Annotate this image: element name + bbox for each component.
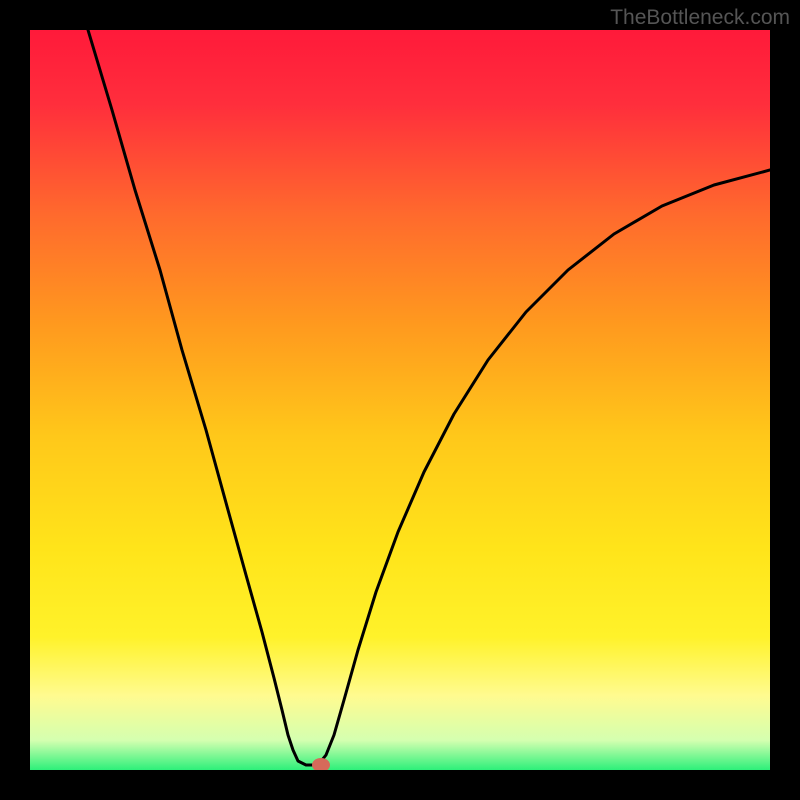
plot-area — [30, 30, 770, 770]
background-gradient — [30, 30, 770, 770]
watermark-text: TheBottleneck.com — [610, 6, 790, 30]
chart-frame: TheBottleneck.com — [0, 0, 800, 800]
chart-svg — [30, 30, 770, 770]
